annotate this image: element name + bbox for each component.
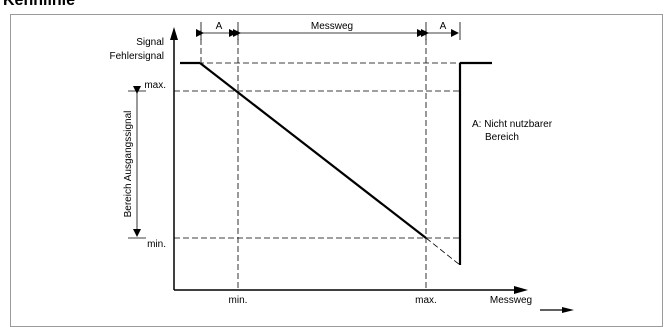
x-axis-arrowhead [514,286,528,294]
output-range-label: Bereich Ausgangssignal [123,111,134,218]
dim-messweg-label: Messweg [311,21,353,32]
dimension-markers [196,22,461,40]
y-axis-arrowhead [170,27,178,40]
direction-arrowhead [562,307,574,313]
y-min-label: min. [147,239,166,250]
error-signal-label: Fehlersignal [110,51,164,62]
guide-lines [174,30,461,290]
characteristic-curve [199,62,427,239]
y-max-label: max. [144,80,166,91]
dim-a-right-label: A [440,21,447,32]
output-range-dimension [128,86,146,239]
page-title: Kennlinie [3,0,76,9]
x-min-label: min. [229,295,248,306]
signal-label: Signal [136,37,164,48]
x-axis-label: Messweg [490,295,532,306]
note-line-2: Bereich [485,132,519,143]
note-line-1: A: Nicht nutzbarer [472,119,553,130]
dim-a-left-label: A [216,21,223,32]
x-max-label: max. [415,295,437,306]
